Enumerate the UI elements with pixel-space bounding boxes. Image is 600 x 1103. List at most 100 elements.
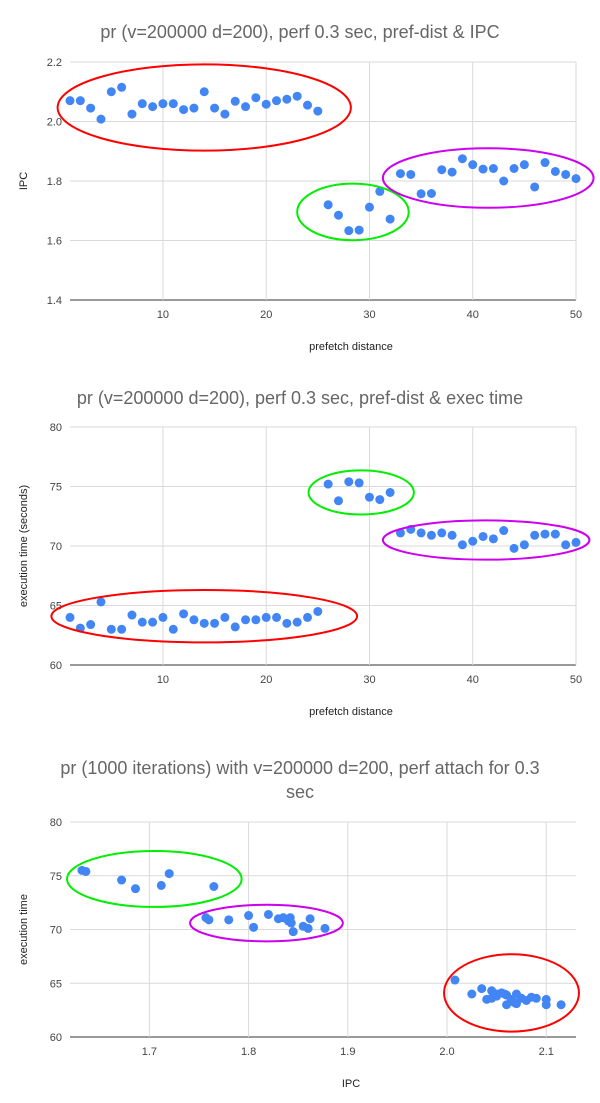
data-point bbox=[540, 158, 550, 168]
data-point bbox=[158, 612, 168, 622]
data-point bbox=[117, 624, 127, 634]
data-point bbox=[561, 540, 571, 550]
data-point bbox=[220, 612, 230, 622]
data-point bbox=[261, 99, 271, 109]
data-point bbox=[137, 99, 147, 109]
data-point bbox=[168, 624, 178, 634]
x-tick-label: 40 bbox=[467, 309, 479, 321]
data-point bbox=[127, 610, 137, 620]
data-point bbox=[288, 927, 298, 937]
cluster-ellipse bbox=[381, 519, 591, 561]
y-tick-label: 1.6 bbox=[47, 236, 62, 248]
data-point bbox=[179, 105, 189, 115]
data-point bbox=[209, 882, 219, 891]
x-tick-label: 10 bbox=[157, 674, 169, 686]
data-point bbox=[406, 169, 416, 179]
data-point bbox=[305, 914, 315, 924]
x-axis-title: IPC bbox=[342, 1078, 360, 1090]
exec-time-vs-prefetch-chart: pr (v=200000 d=200), perf 0.3 sec, pref-… bbox=[18, 388, 591, 718]
data-point bbox=[251, 93, 261, 103]
data-point bbox=[179, 609, 189, 619]
x-axis-title: prefetch distance bbox=[309, 341, 393, 353]
y-tick-label: 65 bbox=[50, 978, 62, 990]
data-point bbox=[519, 540, 529, 550]
data-point bbox=[477, 984, 487, 994]
data-point bbox=[333, 496, 343, 506]
x-tick-label: 30 bbox=[363, 674, 375, 686]
data-point bbox=[81, 866, 91, 876]
data-point bbox=[519, 160, 529, 170]
data-point bbox=[468, 536, 478, 546]
data-point bbox=[272, 612, 282, 622]
data-point bbox=[117, 875, 127, 885]
data-point bbox=[263, 909, 273, 919]
data-point bbox=[416, 189, 426, 199]
y-axis-title: execution time (seconds) bbox=[18, 485, 30, 607]
data-point bbox=[241, 615, 251, 625]
data-point bbox=[292, 91, 302, 101]
data-point bbox=[158, 99, 168, 109]
data-point bbox=[130, 884, 140, 894]
chart-title-line: sec bbox=[286, 782, 314, 802]
x-tick-label: 40 bbox=[467, 674, 479, 686]
data-point bbox=[323, 479, 333, 489]
data-point bbox=[344, 226, 354, 236]
data-point bbox=[488, 534, 498, 544]
cluster-ellipse bbox=[50, 589, 359, 644]
x-axis-title: prefetch distance bbox=[309, 706, 393, 718]
data-point bbox=[137, 617, 147, 627]
data-point bbox=[468, 160, 478, 170]
cluster-ellipse bbox=[296, 182, 410, 242]
data-point bbox=[86, 620, 96, 630]
data-point bbox=[437, 165, 447, 175]
data-point bbox=[168, 99, 178, 109]
data-point bbox=[478, 164, 488, 174]
data-point bbox=[75, 96, 85, 106]
data-point bbox=[531, 993, 541, 1003]
data-point bbox=[106, 624, 116, 634]
y-tick-label: 65 bbox=[50, 601, 62, 613]
data-point bbox=[210, 103, 220, 113]
data-point bbox=[244, 911, 254, 921]
cluster-ellipse bbox=[307, 469, 415, 516]
data-point bbox=[251, 615, 261, 625]
data-point bbox=[364, 202, 374, 212]
data-point bbox=[530, 530, 540, 540]
x-tick-label: 20 bbox=[260, 309, 272, 321]
data-point bbox=[117, 82, 127, 92]
x-tick-label: 50 bbox=[570, 309, 582, 321]
data-point bbox=[303, 923, 313, 933]
data-point bbox=[333, 210, 343, 220]
data-point bbox=[354, 478, 364, 488]
data-point bbox=[500, 989, 510, 999]
data-point bbox=[556, 1000, 566, 1010]
x-tick-label: 20 bbox=[260, 674, 272, 686]
data-point bbox=[96, 597, 106, 607]
data-point bbox=[354, 225, 364, 235]
ipc-vs-prefetch-chart: pr (v=200000 d=200), perf 0.3 sec, pref-… bbox=[18, 22, 595, 353]
data-point bbox=[488, 164, 498, 174]
y-axis-title: IPC bbox=[18, 172, 30, 190]
x-tick-label: 1.7 bbox=[142, 1046, 157, 1058]
data-point bbox=[303, 612, 313, 622]
data-point bbox=[499, 176, 509, 186]
y-axis-title: execution time bbox=[18, 894, 30, 965]
x-tick-label: 1.8 bbox=[241, 1046, 256, 1058]
cluster-ellipse bbox=[66, 850, 243, 908]
x-tick-label: 2.1 bbox=[539, 1046, 554, 1058]
data-point bbox=[230, 622, 240, 632]
data-point bbox=[199, 618, 209, 628]
data-point bbox=[426, 188, 436, 198]
data-point bbox=[416, 528, 426, 538]
data-point bbox=[210, 618, 220, 628]
y-tick-label: 2.0 bbox=[47, 117, 62, 129]
chart-title-line: pr (v=200000 d=200), perf 0.3 sec, pref-… bbox=[100, 22, 499, 42]
data-point bbox=[96, 114, 106, 124]
data-point bbox=[385, 214, 395, 224]
data-point bbox=[426, 530, 436, 540]
x-tick-label: 30 bbox=[363, 309, 375, 321]
data-point bbox=[148, 102, 158, 112]
data-point bbox=[313, 606, 323, 616]
y-tick-label: 2.2 bbox=[47, 57, 62, 69]
data-point bbox=[156, 880, 166, 890]
